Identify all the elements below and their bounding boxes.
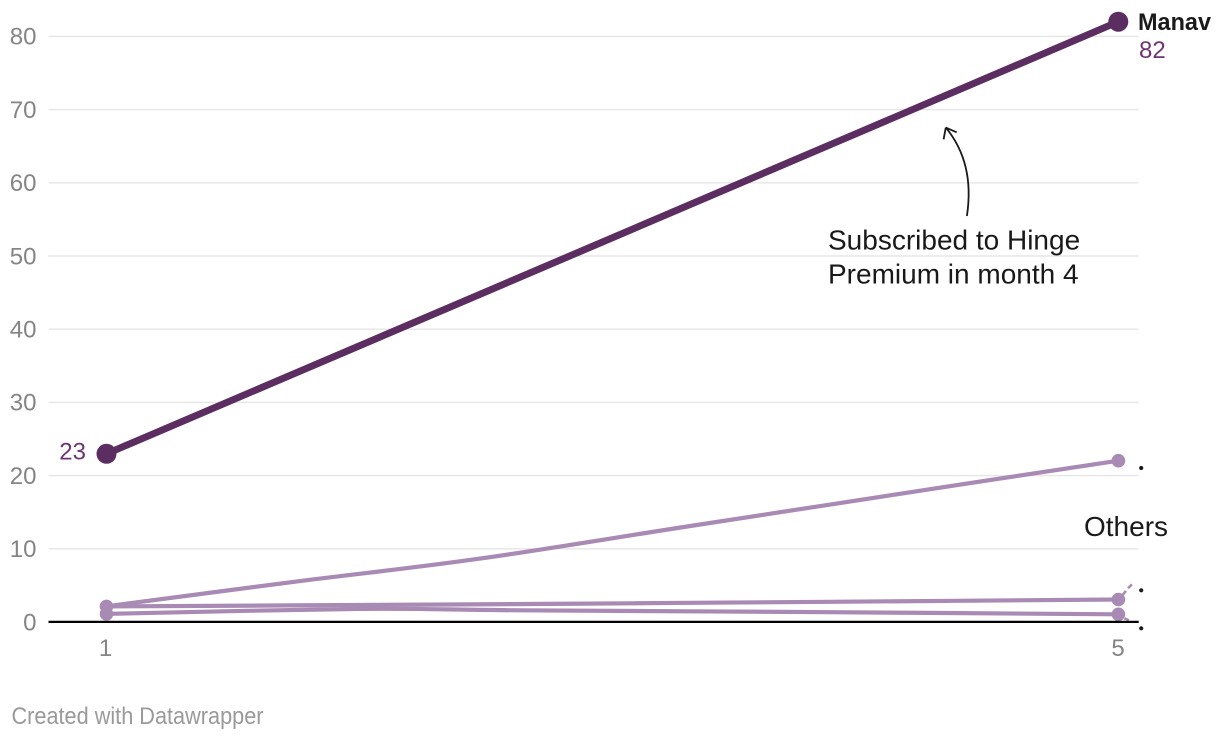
svg-text:10: 10 [10,536,37,563]
svg-text:5: 5 [1111,635,1124,662]
svg-text:0: 0 [23,609,36,636]
svg-text:Subscribed to Hinge: Subscribed to Hinge [828,225,1080,256]
svg-text:40: 40 [10,317,37,344]
svg-text:Created with Datawrapper: Created with Datawrapper [12,703,264,730]
svg-text:60: 60 [10,170,37,197]
svg-text:1: 1 [99,635,112,662]
svg-text:70: 70 [10,97,37,124]
svg-text:30: 30 [10,390,37,417]
svg-text:Manav: Manav [1138,9,1212,36]
svg-text:80: 80 [10,24,37,51]
svg-text:23: 23 [59,439,86,466]
svg-text:50: 50 [10,243,37,270]
svg-text:Premium in month 4: Premium in month 4 [828,259,1079,290]
svg-text:20: 20 [10,463,37,490]
svg-text:Others: Others [1084,511,1168,542]
svg-text:82: 82 [1139,37,1166,64]
